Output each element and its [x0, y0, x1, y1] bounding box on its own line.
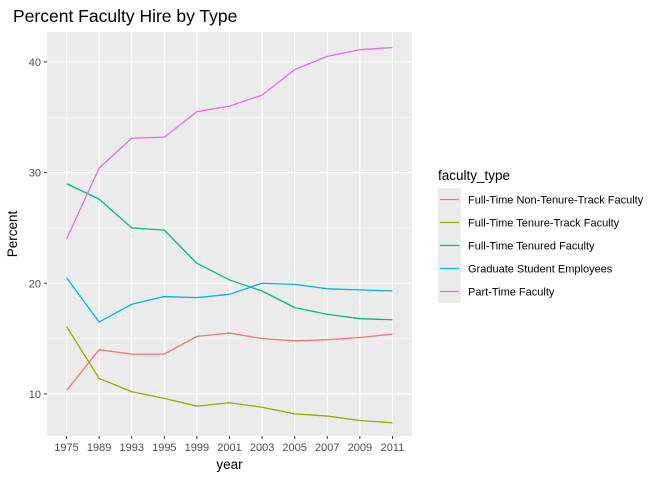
y-tick-label: 30 — [29, 168, 41, 180]
legend-items: Full-Time Non-Tenure-Track Faculty Full-T… — [438, 188, 644, 303]
major-gridlines — [47, 32, 412, 436]
legend-title: faculty_type — [438, 168, 510, 183]
x-tick-label: 2011 — [381, 442, 405, 454]
x-tick-label: 2007 — [315, 442, 339, 454]
legend-label-full-time-non-tenure-track-faculty: Full-Time Non-Tenure-Track Faculty — [468, 195, 644, 207]
series-line-full-time-tenure-track-faculty — [65, 326, 393, 424]
x-tick-label: 2009 — [348, 442, 372, 454]
y-axis-title: Percent — [5, 210, 20, 257]
x-axis-title: year — [216, 457, 243, 472]
series-lines — [65, 46, 393, 424]
series-line-full-time-tenured-faculty — [66, 183, 393, 321]
x-tick-label: 2001 — [217, 442, 241, 454]
x-tick-label: 1993 — [119, 442, 143, 454]
legend-label-graduate-student-employees: Graduate Student Employees — [468, 264, 613, 276]
y-axis: 10 20 30 40 — [29, 57, 47, 401]
x-tick-label: 2003 — [250, 442, 274, 454]
series-line-graduate-student-employees — [66, 277, 393, 323]
legend-label-part-time-faculty: Part-Time Faculty — [468, 287, 555, 299]
x-tick-label: 1989 — [87, 442, 111, 454]
x-tick-label: 1995 — [152, 442, 176, 454]
legend-label-full-time-tenure-track-faculty: Full-Time Tenure-Track Faculty — [468, 218, 620, 230]
x-tick-label: 2005 — [282, 442, 306, 454]
legend: faculty_type Full-Time Non-Tenure-Track … — [438, 168, 644, 303]
x-tick-label: 1999 — [185, 442, 209, 454]
y-tick-label: 20 — [29, 278, 41, 290]
series-line-full-time-non-tenure-track-faculty — [66, 332, 393, 392]
legend-label-full-time-tenured-faculty: Full-Time Tenured Faculty — [468, 241, 595, 253]
x-tick-label: 1975 — [54, 442, 78, 454]
series-line-part-time-faculty — [65, 46, 393, 240]
chart-title: Percent Faculty Hire by Type — [13, 6, 237, 26]
x-axis: 1975 1989 1993 1995 1999 2001 2003 2005 2007 2009… — [54, 436, 404, 454]
y-tick-label: 10 — [29, 389, 41, 401]
y-tick-label: 40 — [29, 57, 41, 69]
